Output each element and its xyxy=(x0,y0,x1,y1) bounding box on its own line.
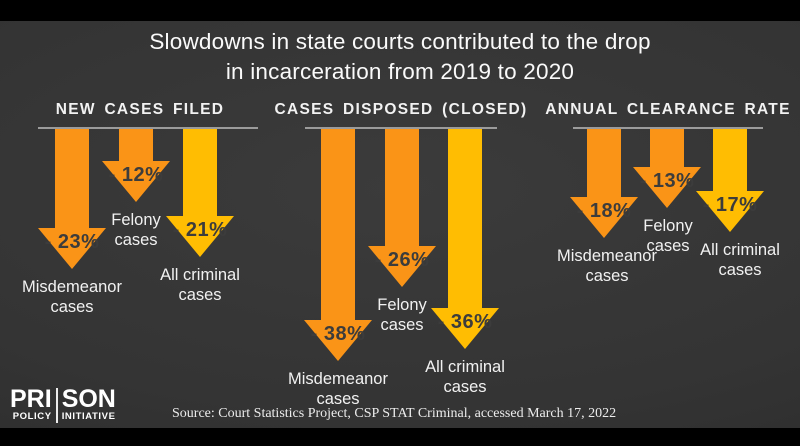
arrow-percent-label: - 18% xyxy=(576,200,632,222)
arrow-shaft xyxy=(183,127,217,216)
category-label-line2: cases xyxy=(316,389,360,408)
category-label-line1: Misdemeanor xyxy=(22,278,122,296)
logo-text-son: SON xyxy=(61,385,116,413)
category-label-line2: cases xyxy=(178,285,222,304)
arrow-head xyxy=(696,191,764,232)
ppi-logo-right-column: SON INITIATIVE xyxy=(58,385,116,423)
arrow-percent-label: - 23% xyxy=(44,231,100,253)
panel-heading: NEW CASES FILED xyxy=(55,101,225,118)
category-label-line1: Felony xyxy=(111,211,161,229)
arrow-head xyxy=(368,246,436,287)
category-label: Misdemeanor cases xyxy=(22,278,122,317)
category-label-line2: cases xyxy=(380,315,424,334)
arrow-percent-label: - 38% xyxy=(310,323,366,345)
panel-heading: CASES DISPOSED (CLOSED) xyxy=(274,101,528,118)
category-label: Felony cases xyxy=(643,217,693,256)
category-label-line2: cases xyxy=(718,260,762,279)
arrow-percent-label: - 36% xyxy=(437,311,493,333)
arrow-shaft xyxy=(55,127,89,228)
category-label-line1: All criminal xyxy=(160,266,240,284)
arrow-head xyxy=(431,308,499,349)
category-label: All criminal cases xyxy=(425,358,505,397)
arrow-percent-label: - 13% xyxy=(639,170,695,192)
arrow-head xyxy=(38,228,106,269)
category-label-line2: cases xyxy=(646,236,690,255)
category-label: Felony cases xyxy=(377,296,427,335)
panel-underline xyxy=(38,127,258,129)
arrow-head xyxy=(633,167,701,208)
arrow-shaft xyxy=(119,127,153,161)
panel-underline xyxy=(573,127,763,129)
chart-title: Slowdowns in state courts contributed to… xyxy=(0,27,800,87)
category-label-line2: cases xyxy=(114,230,158,249)
logo-text-pri: PRI xyxy=(10,385,52,413)
arrow-shaft xyxy=(713,127,747,191)
category-label-line1: Felony xyxy=(643,217,693,235)
arrow-shaft xyxy=(650,127,684,167)
arrow-percent-label: - 17% xyxy=(702,194,758,216)
source-note: Source: Court Statistics Project, CSP ST… xyxy=(172,406,617,421)
logo-text-initiative: INITIATIVE xyxy=(61,411,116,422)
arrow-head xyxy=(166,216,234,257)
category-label-line2: cases xyxy=(50,297,94,316)
category-label-line1: Felony xyxy=(377,296,427,314)
category-label: All criminal cases xyxy=(160,266,240,305)
arrow-shaft xyxy=(448,127,482,308)
arrow-shaft xyxy=(321,127,355,320)
category-label-line1: Misdemeanor xyxy=(557,247,657,265)
arrow-head xyxy=(304,320,372,361)
bottom-black-bar xyxy=(0,428,800,446)
arrow-percent-label: - 12% xyxy=(108,164,164,186)
category-label: All criminal cases xyxy=(700,241,780,280)
category-label-line1: All criminal xyxy=(700,241,780,259)
arrow-head xyxy=(570,197,638,238)
top-black-bar xyxy=(0,0,800,21)
category-label: Misdemeanor cases xyxy=(557,247,657,286)
arrow-percent-label: - 21% xyxy=(172,219,228,241)
ppi-logo: PRI POLICY SON INITIATIVE xyxy=(10,385,116,423)
category-label-line2: cases xyxy=(443,377,487,396)
logo-text-policy: POLICY xyxy=(12,411,52,422)
panel-heading: ANNUAL CLEARANCE RATE xyxy=(545,101,791,118)
arrow-shaft xyxy=(385,127,419,246)
arrow-shaft xyxy=(587,127,621,197)
category-label-line1: All criminal xyxy=(425,358,505,376)
chart-title-line1: Slowdowns in state courts contributed to… xyxy=(149,29,651,54)
category-label-line1: Misdemeanor xyxy=(288,370,388,388)
category-label: Felony cases xyxy=(111,211,161,250)
chart-title-line2: in incarceration from 2019 to 2020 xyxy=(225,59,575,84)
category-label: Misdemeanor cases xyxy=(288,370,388,409)
panel-underline xyxy=(305,127,497,129)
arrow-head xyxy=(102,161,170,202)
arrow-percent-label: - 26% xyxy=(374,249,430,271)
ppi-logo-left-column: PRI POLICY xyxy=(10,385,58,423)
category-label-line2: cases xyxy=(585,266,629,285)
